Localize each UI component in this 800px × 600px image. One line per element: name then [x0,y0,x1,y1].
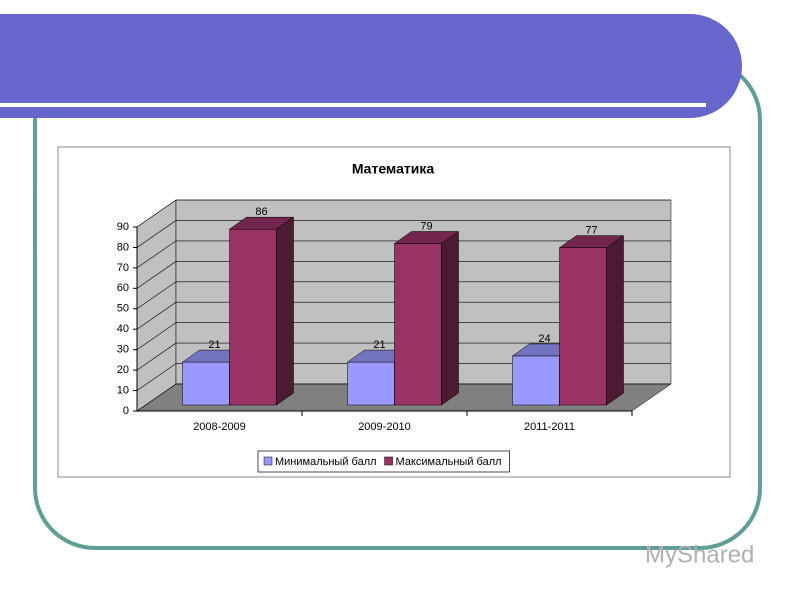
bar-side [606,235,624,406]
grid-line [136,322,671,350]
bar-front [229,228,277,406]
x-tick-label: 2011-2011 [524,421,575,433]
data-label: 77 [585,224,597,236]
y-tick-label: 70 [117,262,129,274]
grid-line [136,363,671,391]
legend: Минимальный балл Максимальный балл [257,450,510,473]
y-tick-label: 10 [117,384,129,396]
data-label: 79 [420,220,432,232]
side-wall [136,199,177,412]
bar-front [182,361,230,406]
y-tick-label: 90 [117,221,129,233]
grid-line [136,383,671,412]
bar [558,235,625,406]
grid-line [136,261,671,289]
legend-swatch [384,456,393,466]
y-tick-label: 20 [117,364,129,376]
legend-label: Максимальный балл [396,456,502,468]
y-tick-label: 40 [117,323,129,335]
x-tick-label: 2009-2010 [358,421,411,433]
chart-title: Математика [352,161,435,177]
data-label: 21 [208,339,220,351]
legend-swatch [263,456,273,466]
legend-box [257,450,510,473]
bar-front [394,243,442,406]
x-tick-label: 2008-2009 [193,421,246,433]
y-tick-label: 80 [117,241,129,253]
grid-line [136,220,671,248]
plot: 0 10 20 30 40 50 60 70 80 90 2008-2009 21 86 2009-201… [117,199,672,473]
header-bar [0,14,742,118]
bar-side [441,231,459,406]
y-tick-label: 0 [123,405,129,417]
grid-line [136,240,671,269]
bar-front [559,247,607,406]
data-label: 21 [373,339,385,351]
grid-line [136,199,671,228]
y-tick-label: 50 [117,303,129,315]
bar [228,216,295,406]
grid-line [136,281,671,310]
bar-front [512,355,560,406]
watermark: MyShared [645,541,754,568]
legend-label: Минимальный балл [275,456,377,468]
y-tick-label: 60 [117,282,129,294]
data-label: 86 [255,206,267,218]
data-label: 24 [538,333,550,345]
bar [393,231,460,406]
grid-line [136,342,671,371]
bar-front [347,361,395,406]
grid-line [136,301,671,330]
header-line [0,103,706,107]
y-tick-label: 30 [117,344,129,356]
bar-side [276,216,294,406]
